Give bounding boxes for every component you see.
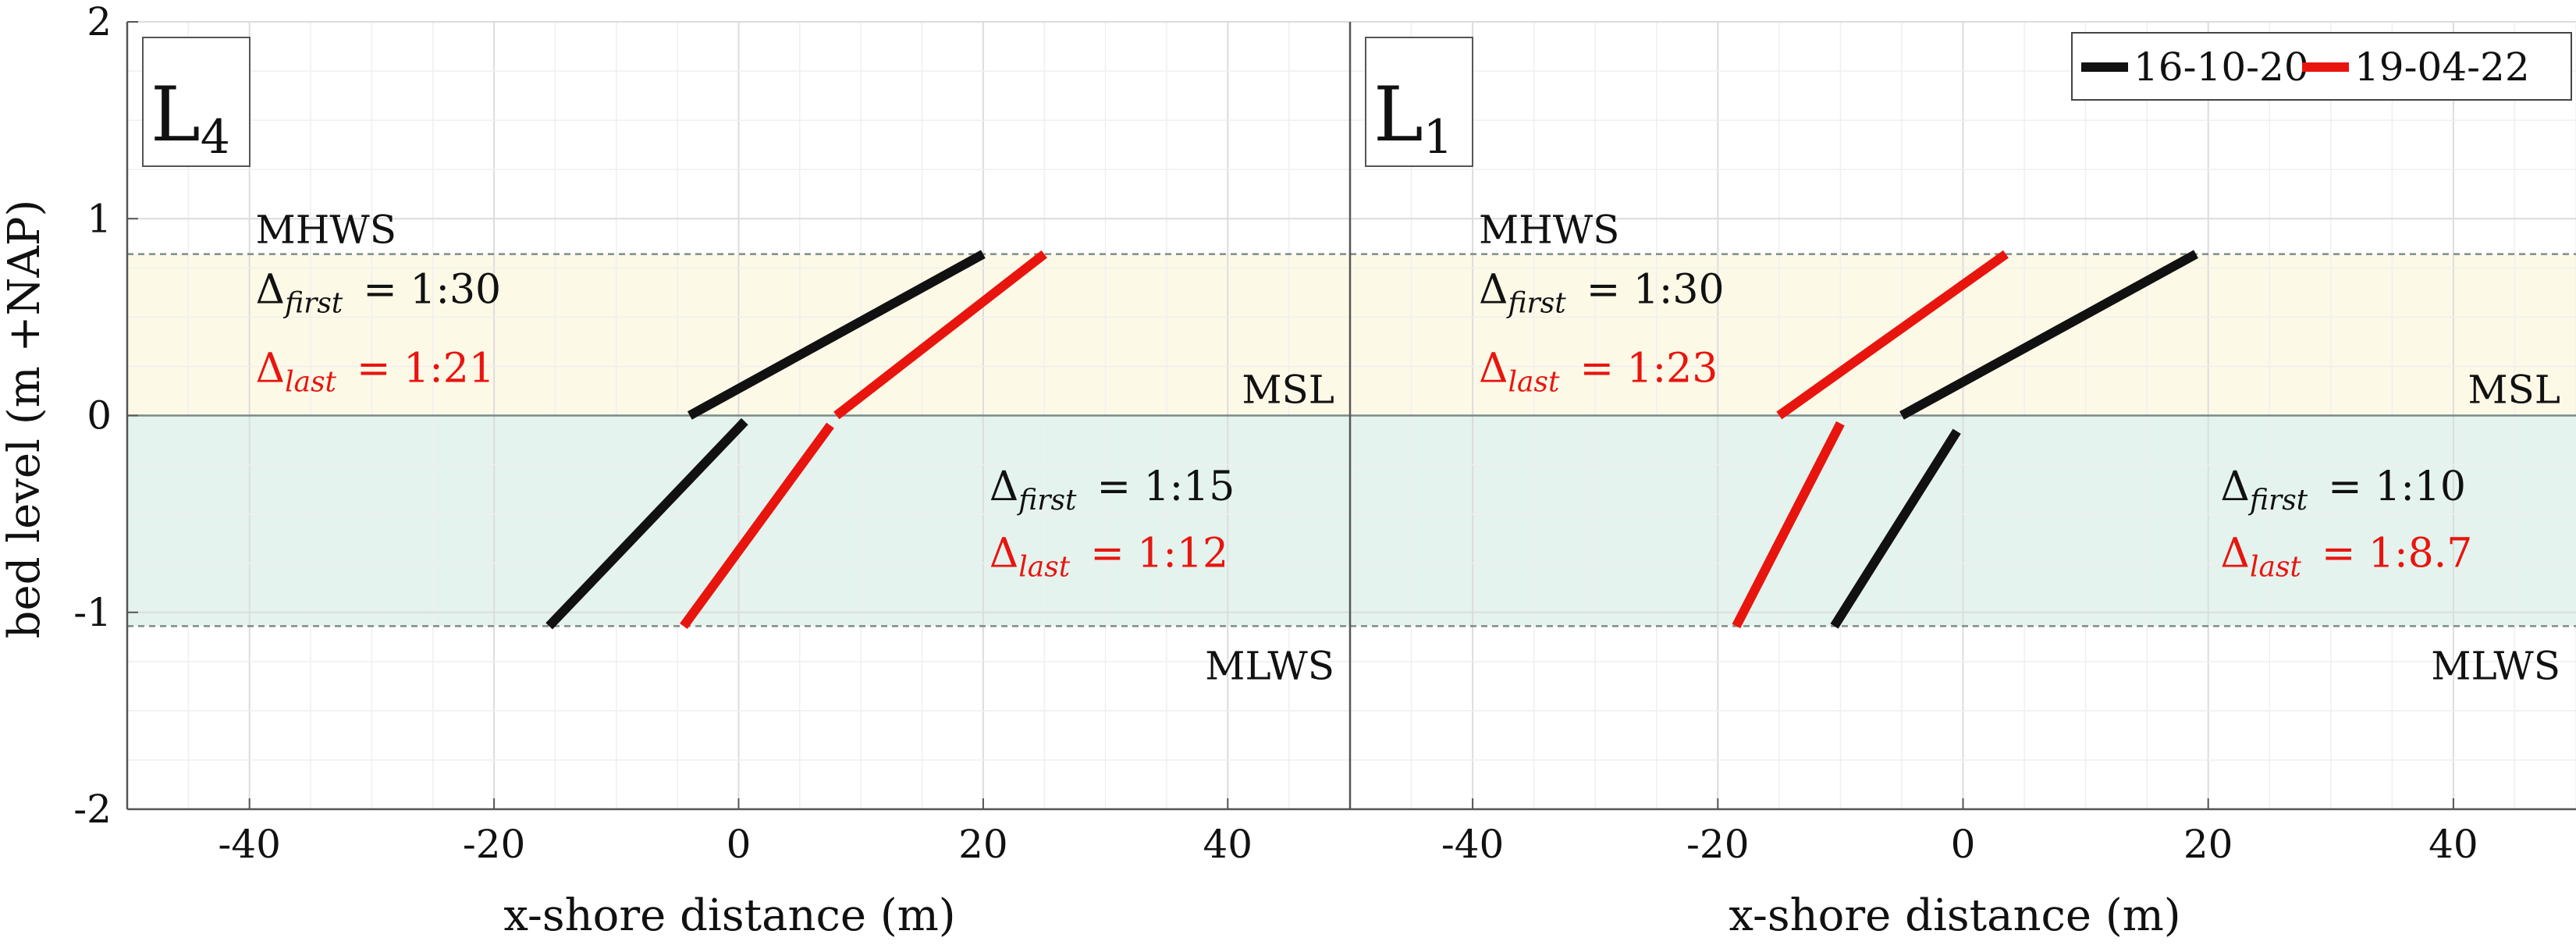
x-axis-label-right: x-shore distance (m)	[1729, 890, 2180, 941]
panel-left: MHWS MSL MLWS Δfirst = 1:30 Δlast = 1:21 Δfirst…	[73, 0, 1351, 867]
mhws-label: MHWS	[256, 208, 396, 253]
x-tick-label: -20	[463, 822, 526, 867]
y-tick-label: 2	[87, 0, 112, 44]
annotation-lower-first: Δfirst = 1:15	[990, 464, 1235, 517]
x-tick-label: 40	[1203, 822, 1252, 867]
x-tick-label: -40	[218, 822, 281, 867]
x-tick-label: -40	[1441, 822, 1505, 867]
mlws-label: MLWS	[2431, 643, 2560, 688]
x-tick-label: 40	[2429, 822, 2478, 867]
series-first-segment-1	[1899, 250, 2198, 420]
panel-label-box	[142, 37, 250, 167]
x-tick-label: 20	[2183, 822, 2233, 867]
legend-label-first: 16-10-20	[2134, 44, 2309, 90]
series-first-segment-1	[687, 250, 986, 420]
mhws-label: MHWS	[1479, 208, 1619, 253]
panel-label-box	[1365, 37, 1473, 167]
series-first-segment-2	[1830, 428, 1961, 629]
x-tick-label: 20	[958, 822, 1008, 867]
series-last-segment-1	[833, 250, 1047, 420]
panel-label: L4	[151, 71, 230, 165]
panel-right: MHWS MSL MLWS Δfirst = 1:30 Δlast = 1:23 Δfirst…	[1348, 21, 2576, 867]
panel-label: L1	[1373, 71, 1453, 165]
x-tick-label: -20	[1686, 822, 1750, 867]
series-last-segment-1	[1776, 250, 2009, 420]
annotation-lower-first: Δfirst = 1:10	[2220, 464, 2466, 517]
y-tick-label: -1	[73, 590, 112, 635]
msl-label: MSL	[2468, 368, 2560, 413]
legend: 16-10-20 19-04-22	[2071, 32, 2572, 101]
y-tick-label: 1	[87, 196, 112, 241]
series-first-segment-2	[545, 417, 748, 630]
y-tick-label: -2	[73, 787, 112, 832]
x-tick-label: 0	[1951, 822, 1976, 867]
annotation-upper-last: Δlast = 1:21	[256, 346, 495, 399]
series-last-segment-2	[1732, 421, 1845, 629]
y-tick-label: 0	[87, 393, 112, 439]
msl-label: MSL	[1242, 368, 1334, 413]
legend-label-last: 19-04-22	[2354, 44, 2530, 90]
x-tick-label: 0	[727, 822, 751, 867]
annotation-upper-first: Δfirst = 1:30	[1479, 267, 1725, 320]
annotation-upper-last: Δlast = 1:23	[1479, 346, 1718, 399]
annotation-lower-last: Δlast = 1:8.7	[2220, 531, 2472, 584]
annotation-upper-first: Δfirst = 1:30	[256, 267, 502, 320]
annotation-lower-last: Δlast = 1:12	[990, 531, 1228, 584]
mlws-label: MLWS	[1205, 643, 1334, 688]
x-axis-label-left: x-shore distance (m)	[503, 890, 955, 941]
y-axis-label: bed level (m +NAP)	[0, 200, 50, 639]
series-last-segment-2	[680, 422, 834, 629]
